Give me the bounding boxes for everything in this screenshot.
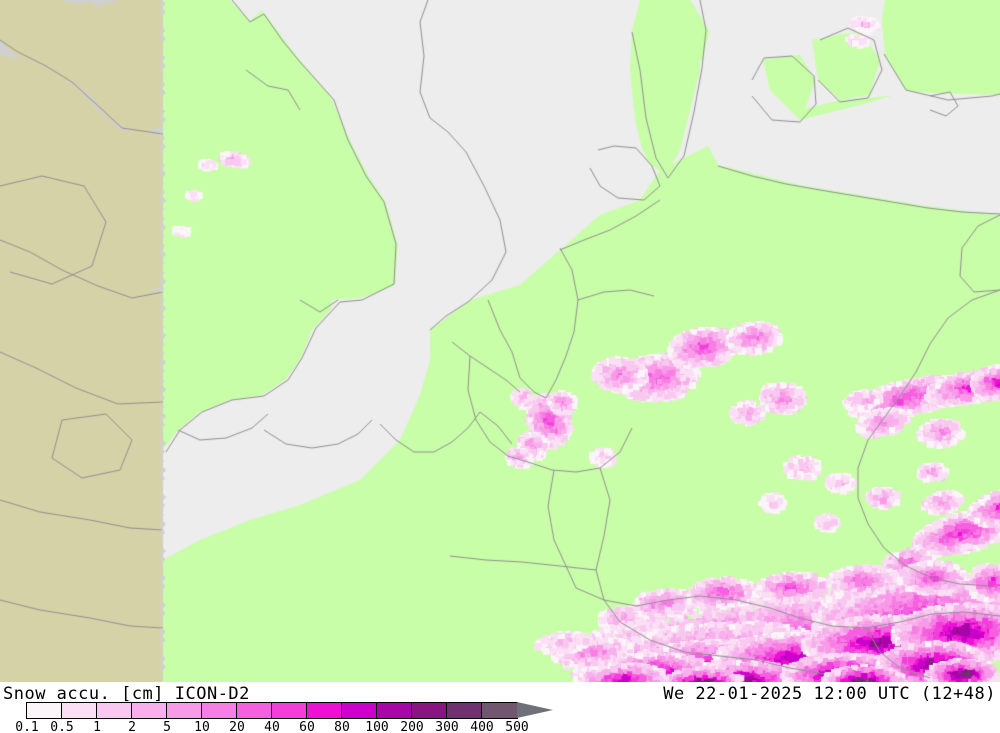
colorbar-tick-500: 500 (505, 720, 529, 733)
colorbar-overflow-arrow-icon (517, 702, 553, 718)
legend-title: Snow accu. [cm] ICON-D2 (3, 684, 250, 704)
colorbar-segment-7 (272, 703, 307, 718)
colorbar-tick-80: 80 (334, 720, 350, 733)
snow-accumulation-raster[interactable] (0, 0, 1000, 682)
colorbar-tick-300: 300 (435, 720, 459, 733)
colorbar-segment-10 (377, 703, 412, 718)
colorbar-segment-1 (62, 703, 97, 718)
colorbar-tick-60: 60 (299, 720, 315, 733)
colorbar-tick-400: 400 (470, 720, 494, 733)
colorbar-segment-4 (167, 703, 202, 718)
colorbar: 0.1 0.5 1 2 5 10 20 40 60 80 100 200 300 400 500 (15, 702, 586, 733)
colorbar-tick-2: 2 (128, 720, 136, 733)
colorbar-tick-labels: 0.1 0.5 1 2 5 10 20 40 60 80 100 200 300 400 500 (15, 720, 561, 733)
colorbar-segment-5 (202, 703, 237, 718)
colorbar-tick-200: 200 (400, 720, 424, 733)
colorbar-segment-8 (307, 703, 342, 718)
colorbar-tick-10: 10 (194, 720, 210, 733)
colorbar-tick-0.1: 0.1 (15, 720, 39, 733)
colorbar-segment-11 (412, 703, 447, 718)
colorbar-tick-40: 40 (264, 720, 280, 733)
colorbar-segment-6 (237, 703, 272, 718)
colorbar-segment-0 (27, 703, 62, 718)
forecast-datetime-label: We 22-01-2025 12:00 UTC (12+48) (663, 684, 996, 704)
colorbar-segment-13 (482, 703, 517, 718)
weather-map[interactable] (0, 0, 1000, 682)
colorbar-tick-1: 1 (93, 720, 101, 733)
colorbar-tick-0.5: 0.5 (50, 720, 74, 733)
colorbar-segment-2 (97, 703, 132, 718)
colorbar-segment-9 (342, 703, 377, 718)
colorbar-tick-5: 5 (163, 720, 171, 733)
colorbar-tick-100: 100 (365, 720, 389, 733)
colorbar-segments (26, 702, 518, 719)
colorbar-segment-3 (132, 703, 167, 718)
colorbar-tick-20: 20 (229, 720, 245, 733)
colorbar-segment-12 (447, 703, 482, 718)
legend-band: Snow accu. [cm] ICON-D2 We 22-01-2025 12… (0, 682, 1000, 733)
